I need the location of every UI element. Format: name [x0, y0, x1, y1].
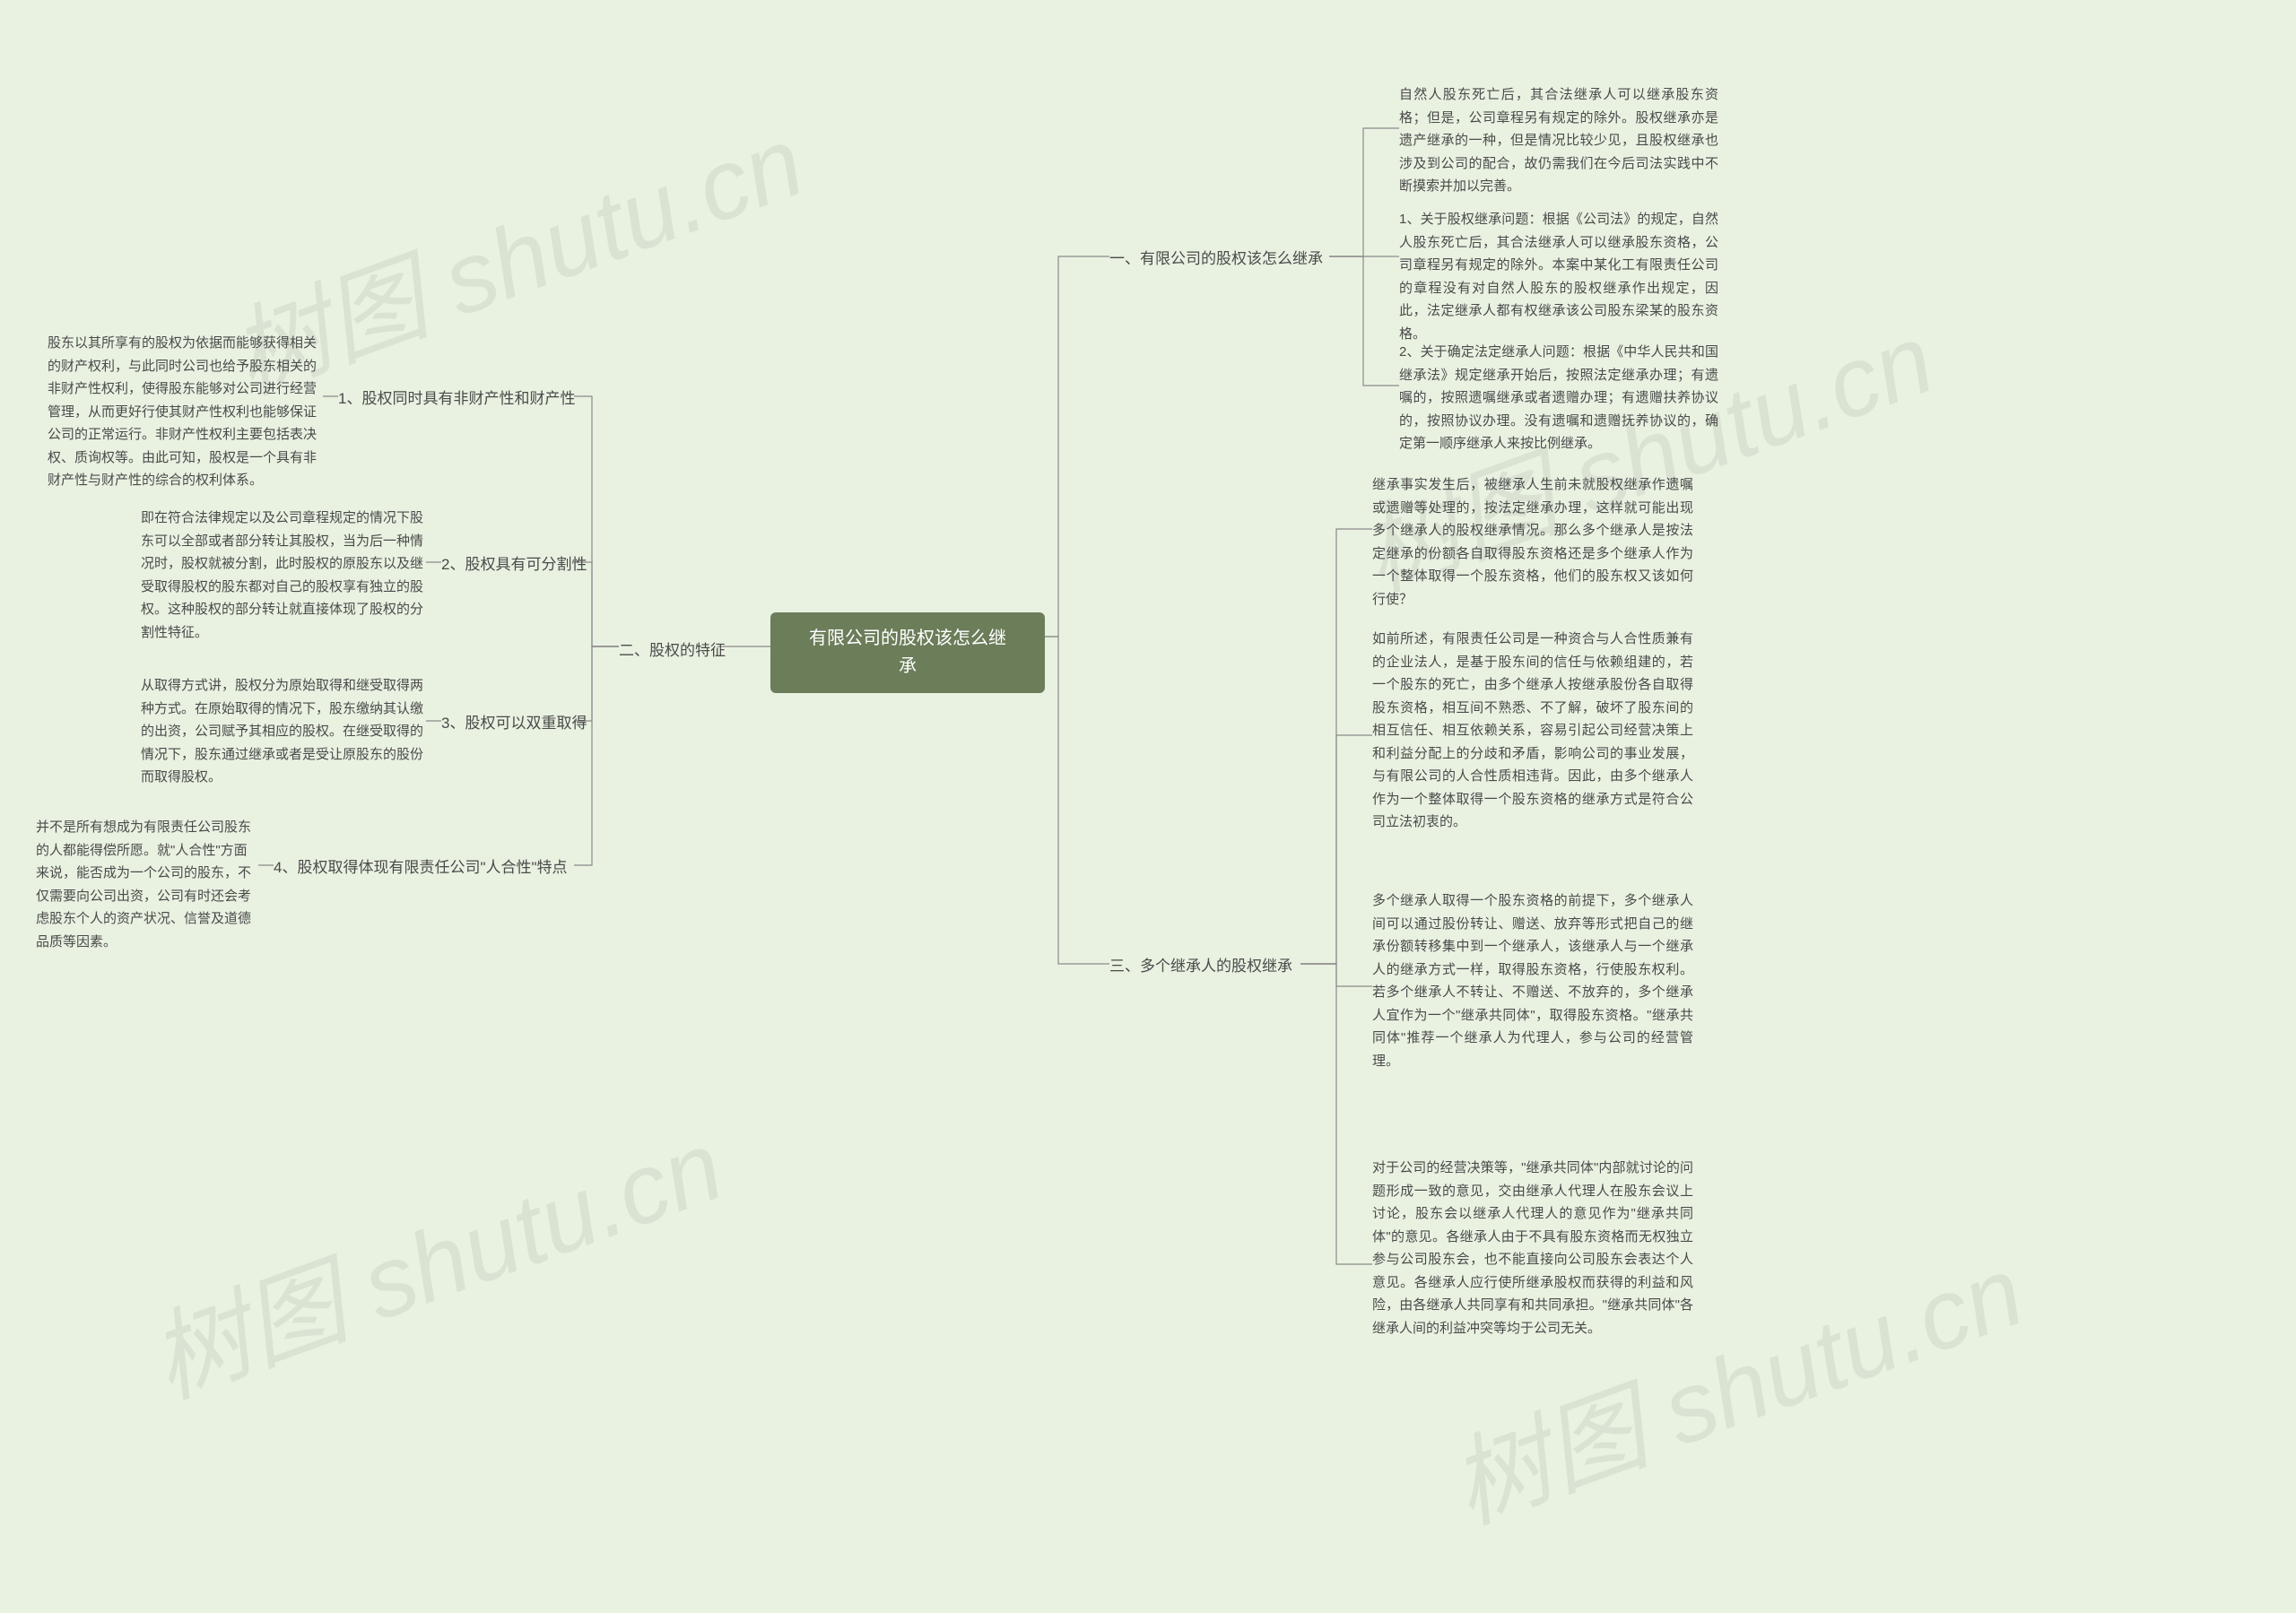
connector-layer — [0, 0, 2296, 1613]
leaf-node[interactable]: 多个继承人取得一个股东资格的前提下，多个继承人间可以通过股份转让、赠送、放弃等形… — [1372, 889, 1693, 1072]
leaf-node[interactable]: 并不是所有想成为有限责任公司股东的人都能得偿所愿。就"人合性"方面来说，能否成为… — [36, 816, 260, 953]
leaf-node[interactable]: 2、关于确定法定继承人问题：根据《中华人民共和国继承法》规定继承开始后，按照法定… — [1399, 341, 1718, 455]
branch-node[interactable]: 二、股权的特征 — [619, 639, 726, 663]
leaf-node[interactable]: 对于公司的经营决策等，"继承共同体"内部就讨论的问题形成一致的意见，交由继承人代… — [1372, 1157, 1693, 1340]
leaf-node[interactable]: 自然人股东死亡后，其合法继承人可以继承股东资格；但是，公司章程另有规定的除外。股… — [1399, 83, 1718, 198]
leaf-node[interactable]: 即在符合法律规定以及公司章程规定的情况下股东可以全部或者部分转让其股权，当为后一… — [141, 507, 428, 644]
root-line1: 有限公司的股权该怎么继 — [790, 625, 1025, 653]
branch-node[interactable]: 三、多个继承人的股权继承 — [1109, 955, 1292, 978]
leaf-node[interactable]: 股东以其所享有的股权为依据而能够获得相关的财产权利，与此同时公司也给予股东相关的… — [48, 332, 326, 492]
sub-branch-node[interactable]: 4、股权取得体现有限责任公司"人合性"特点 — [274, 856, 568, 880]
leaf-node[interactable]: 从取得方式讲，股权分为原始取得和继受取得两种方式。在原始取得的情况下，股东缴纳其… — [141, 674, 428, 789]
mindmap-canvas: 树图 shutu.cn树图 shutu.cn树图 shutu.cn树图 shut… — [0, 0, 2296, 1613]
watermark: 树图 shutu.cn — [128, 1086, 739, 1425]
leaf-node[interactable]: 继承事实发生后，被继承人生前未就股权继承作遗嘱或遗赠等处理的，按法定继承办理，这… — [1372, 473, 1693, 611]
sub-branch-node[interactable]: 2、股权具有可分割性 — [441, 553, 587, 577]
leaf-node[interactable]: 如前所述，有限责任公司是一种资合与人合性质兼有的企业法人，是基于股东间的信任与依… — [1372, 628, 1693, 834]
leaf-node[interactable]: 1、关于股权继承问题：根据《公司法》的规定，自然人股东死亡后，其合法继承人可以继… — [1399, 208, 1718, 345]
root-line2: 承 — [790, 653, 1025, 681]
root-node[interactable]: 有限公司的股权该怎么继 承 — [770, 612, 1045, 693]
sub-branch-node[interactable]: 3、股权可以双重取得 — [441, 712, 587, 735]
sub-branch-node[interactable]: 1、股权同时具有非财产性和财产性 — [338, 387, 575, 411]
branch-node[interactable]: 一、有限公司的股权该怎么继承 — [1109, 247, 1323, 271]
